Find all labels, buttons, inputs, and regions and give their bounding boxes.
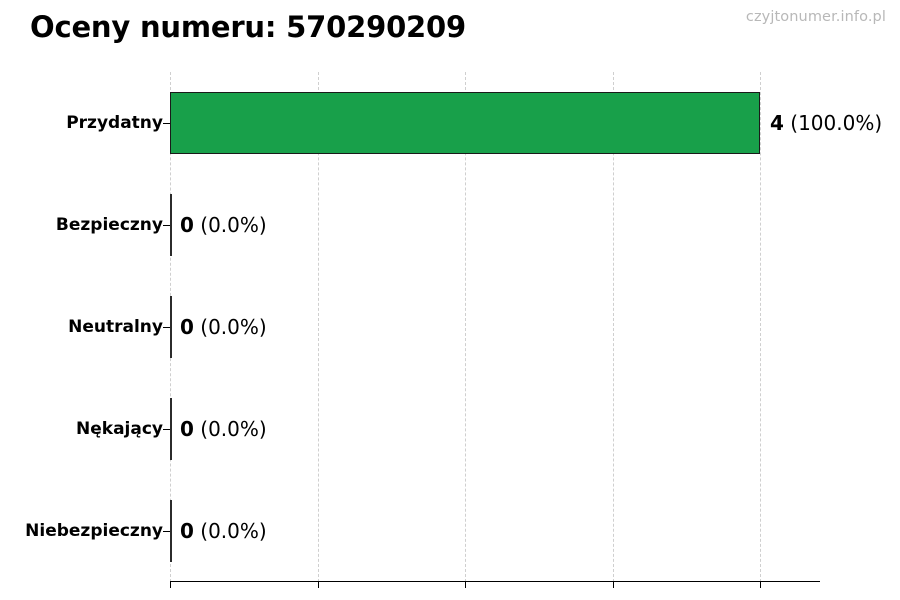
y-axis-tick-4: [163, 531, 170, 532]
value-label-1: 0 (0.0%): [180, 213, 267, 237]
category-label-1: Bezpieczny: [55, 215, 163, 235]
x-axis-tick-3: [612, 582, 614, 588]
value-label-0: 4 (100.0%): [770, 111, 882, 135]
x-axis-tick-4: [760, 582, 761, 588]
bar-3: [170, 398, 173, 460]
value-percent-1: (0.0%): [193, 213, 267, 237]
page-title: Oceny numeru: 570290209: [30, 10, 466, 44]
y-axis-tick-3: [163, 429, 170, 430]
site-watermark: czyjtonumer.info.pl: [745, 9, 886, 25]
value-percent-4: (0.0%): [193, 519, 267, 543]
value-count-4: 0: [180, 519, 194, 543]
x-axis-tick-2: [465, 582, 466, 588]
bar-2: [170, 296, 173, 358]
value-count-3: 0: [180, 417, 194, 441]
bar-4: [170, 500, 173, 562]
category-label-2: Neutralny: [68, 317, 163, 337]
x-axis-line: [170, 581, 820, 582]
gridline-x-1: [317, 72, 319, 582]
bar-0: [170, 92, 760, 154]
value-percent-2: (0.0%): [193, 315, 267, 339]
value-label-4: 0 (0.0%): [180, 519, 267, 543]
y-axis-tick-0: [163, 123, 170, 124]
gridline-x-3: [612, 72, 614, 582]
value-percent-0: (100.0%): [783, 111, 883, 135]
value-label-3: 0 (0.0%): [180, 417, 267, 441]
value-percent-3: (0.0%): [193, 417, 267, 441]
y-axis-tick-2: [163, 327, 170, 328]
category-label-0: Przydatny: [66, 113, 163, 133]
gridline-x-4: [760, 72, 761, 582]
y-axis-tick-1: [163, 225, 170, 226]
value-label-2: 0 (0.0%): [180, 315, 267, 339]
value-count-0: 4: [770, 111, 784, 135]
category-label-3: Nękający: [76, 419, 163, 439]
gridline-x-2: [465, 72, 466, 582]
category-label-4: Niebezpieczny: [25, 521, 163, 541]
value-count-1: 0: [180, 213, 194, 237]
bar-1: [170, 194, 173, 256]
x-axis-tick-1: [317, 582, 319, 588]
x-axis-tick-0: [170, 582, 171, 588]
value-count-2: 0: [180, 315, 194, 339]
